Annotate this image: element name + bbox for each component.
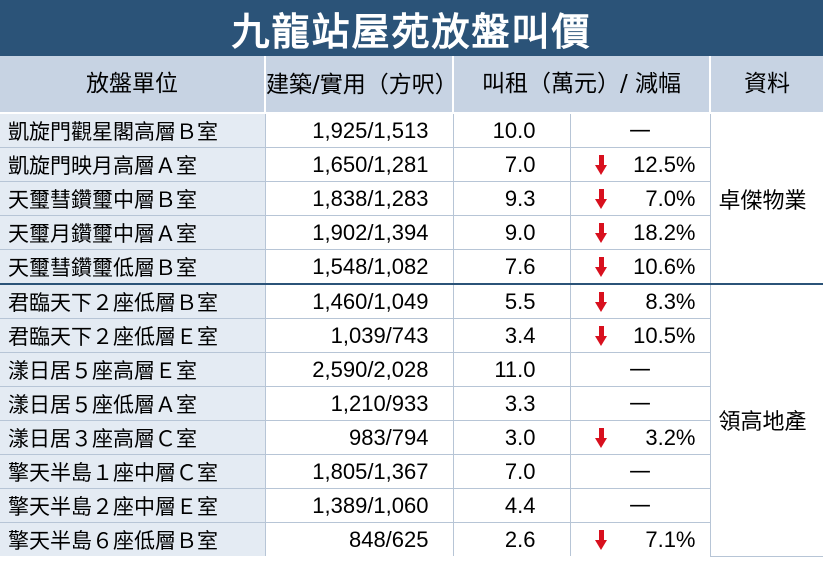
table-row: 漾日居５座高層Ｅ室 2,590/2,028 11.0 — (0, 352, 823, 387)
table-row: 君臨天下２座低層Ｅ室 1,039/743 3.4 10.5% (0, 318, 823, 353)
cut-percent: 12.5% (633, 152, 696, 177)
table-row: 君臨天下２座低層Ｂ室 1,460/1,049 5.5 8.3% 領高地產 (0, 284, 823, 557)
cut-percent: 7.0% (645, 186, 696, 211)
area-cell: 1,389/1,060 (265, 488, 454, 523)
table-row: 擎天半島２座中層Ｅ室 1,389/1,060 4.4 — (0, 488, 823, 523)
rent-cell: 9.0 (453, 215, 571, 250)
unit-cell: 凱旋門觀星閣高層Ｂ室 (0, 113, 266, 148)
header-area: 建築/實用（方呎） (265, 56, 458, 114)
area-cell: 983/794 (265, 420, 454, 455)
cut-percent: 8.3% (645, 289, 696, 314)
cut-percent: 7.1% (645, 527, 696, 552)
rent-cell: 7.0 (453, 454, 571, 489)
source-cell: 卓傑物業 (709, 113, 823, 285)
table-row: 漾日居５座低層Ａ室 1,210/933 3.3 — (0, 386, 823, 421)
header-row: 放盤單位 建築/實用（方呎） 叫租（萬元）/ 減幅 資料 (0, 56, 823, 114)
table-row: 凱旋門觀星閣高層Ｂ室 1,925/1,513 10.0 — 卓傑物業 (0, 113, 823, 285)
rent-cell: 3.3 (453, 386, 571, 421)
unit-cell: 擎天半島６座低層Ｂ室 (0, 522, 266, 556)
no-change-dash: — (629, 391, 651, 416)
cut-cell: — (569, 352, 710, 387)
cut-cell: — (569, 386, 710, 421)
page-title: 九龍站屋苑放盤叫價 (231, 9, 592, 54)
cut-percent: 10.6% (633, 254, 696, 279)
cut-cell: 10.6% (569, 249, 710, 285)
down-arrow-icon (594, 223, 607, 243)
no-change-dash: — (629, 357, 651, 382)
unit-cell: 天璽月鑽璽中層Ａ室 (0, 215, 266, 250)
source-cell: 領高地產 (709, 284, 823, 557)
cut-cell: — (569, 488, 710, 523)
area-cell: 1,838/1,283 (265, 181, 454, 216)
listing-table: 放盤單位 建築/實用（方呎） 叫租（萬元）/ 減幅 資料 凱旋門觀星閣高層Ｂ室 1… (0, 56, 823, 557)
down-arrow-icon (594, 189, 607, 209)
rent-cell: 2.6 (453, 522, 571, 556)
area-cell: 1,210/933 (265, 386, 454, 421)
unit-cell: 擎天半島２座中層Ｅ室 (0, 488, 266, 523)
down-arrow-icon (594, 326, 607, 346)
unit-cell: 擎天半島１座中層Ｃ室 (0, 454, 266, 489)
table-row: 天璽彗鑽璽低層Ｂ室 1,548/1,082 7.6 10.6% (0, 249, 823, 285)
table-row: 凱旋門映月高層Ａ室 1,650/1,281 7.0 12.5% (0, 147, 823, 182)
header-rent: 叫租（萬元）/ 減幅 (453, 56, 711, 114)
rent-cell: 5.5 (453, 284, 571, 319)
unit-cell: 君臨天下２座低層Ｂ室 (0, 284, 266, 319)
header-area-label: 建築/實用（方呎） (266, 71, 458, 98)
cut-cell: 10.5% (569, 318, 710, 353)
rent-cell: 3.0 (453, 420, 571, 455)
no-change-dash: — (629, 118, 651, 143)
area-cell: 1,039/743 (265, 318, 454, 353)
title-bar: 九龍站屋苑放盤叫價 (0, 0, 823, 56)
cut-cell: 18.2% (569, 215, 710, 250)
table-row: 天璽彗鑽璽中層Ｂ室 1,838/1,283 9.3 7.0% (0, 181, 823, 216)
unit-cell: 天璽彗鑽璽中層Ｂ室 (0, 181, 266, 216)
rent-cell: 3.4 (453, 318, 571, 353)
header-unit: 放盤單位 (0, 56, 266, 114)
cut-cell: 3.2% (569, 420, 710, 455)
down-arrow-icon (594, 257, 607, 277)
unit-cell: 君臨天下２座低層Ｅ室 (0, 318, 266, 353)
down-arrow-icon (594, 155, 607, 175)
no-change-dash: — (629, 493, 651, 518)
table-row: 漾日居３座高層Ｃ室 983/794 3.0 3.2% (0, 420, 823, 455)
no-change-dash: — (629, 459, 651, 484)
down-arrow-icon (594, 530, 607, 550)
area-cell: 848/625 (265, 522, 454, 556)
area-cell: 1,902/1,394 (265, 215, 454, 250)
down-arrow-icon (594, 292, 607, 312)
area-cell: 1,805/1,367 (265, 454, 454, 489)
header-source: 資料 (710, 56, 823, 114)
cut-cell: 7.0% (569, 181, 710, 216)
cut-percent: 18.2% (633, 220, 696, 245)
cut-percent: 3.2% (645, 425, 696, 450)
unit-cell: 漾日居５座高層Ｅ室 (0, 352, 266, 387)
rent-cell: 7.6 (453, 249, 571, 285)
table-row: 擎天半島１座中層Ｃ室 1,805/1,367 7.0 — (0, 454, 823, 489)
area-cell: 1,460/1,049 (265, 284, 454, 319)
unit-cell: 天璽彗鑽璽低層Ｂ室 (0, 249, 266, 285)
cut-percent: 10.5% (633, 323, 696, 348)
down-arrow-icon (594, 428, 607, 448)
area-cell: 2,590/2,028 (265, 352, 454, 387)
cut-cell: — (569, 454, 710, 489)
rent-cell: 10.0 (453, 113, 571, 148)
area-cell: 1,925/1,513 (265, 113, 454, 148)
area-cell: 1,548/1,082 (265, 249, 454, 285)
unit-cell: 凱旋門映月高層Ａ室 (0, 147, 266, 182)
table-row: 擎天半島６座低層Ｂ室 848/625 2.6 7.1% (0, 522, 823, 556)
cut-cell: — (569, 113, 710, 148)
cut-cell: 12.5% (569, 147, 710, 182)
rent-cell: 4.4 (453, 488, 571, 523)
cut-cell: 7.1% (569, 522, 710, 556)
unit-cell: 漾日居３座高層Ｃ室 (0, 420, 266, 455)
table-row: 天璽月鑽璽中層Ａ室 1,902/1,394 9.0 18.2% (0, 215, 823, 250)
unit-cell: 漾日居５座低層Ａ室 (0, 386, 266, 421)
rent-cell: 11.0 (453, 352, 571, 387)
area-cell: 1,650/1,281 (265, 147, 454, 182)
rent-cell: 9.3 (453, 181, 571, 216)
cut-cell: 8.3% (569, 284, 710, 319)
rent-cell: 7.0 (453, 147, 571, 182)
